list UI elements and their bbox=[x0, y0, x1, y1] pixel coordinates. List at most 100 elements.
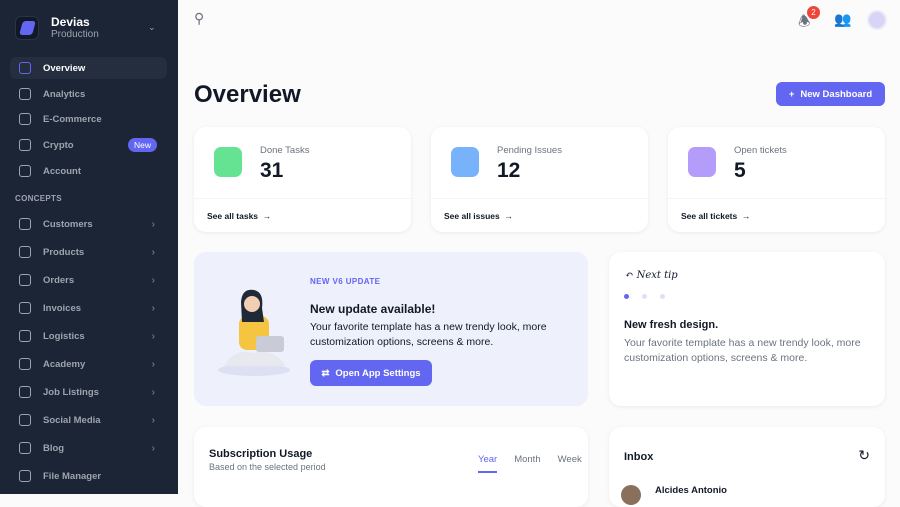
sidebar-item-crypto[interactable]: Crypto New bbox=[10, 134, 167, 156]
tip-text: Your favorite template has a new trendy … bbox=[624, 337, 861, 364]
sidebar-item-account[interactable]: Account bbox=[10, 160, 167, 182]
card-title: Inbox bbox=[624, 451, 654, 463]
brand-name: Devias bbox=[51, 15, 90, 29]
next-tip-label: Next tip bbox=[636, 270, 678, 281]
sidebar-item-job-listings[interactable]: Job Listings › bbox=[10, 381, 167, 403]
sidebar-item-overview[interactable]: Overview bbox=[10, 57, 167, 79]
card-title: Subscription Usage bbox=[209, 448, 313, 460]
sidebar-item-label: E-Commerce bbox=[43, 113, 102, 125]
see-all-link[interactable]: See all tickets → bbox=[668, 198, 885, 233]
contacts-icon[interactable]: 👥 bbox=[834, 11, 852, 27]
open-app-settings-button[interactable]: ⇄ Open App Settings bbox=[310, 360, 432, 386]
update-banner: NEW V6 UPDATE New update available! Your… bbox=[194, 252, 588, 406]
sidebar-item-file-manager[interactable]: File Manager bbox=[10, 465, 167, 487]
banner-tag: NEW V6 UPDATE bbox=[310, 277, 381, 286]
sidebar-item-orders[interactable]: Orders › bbox=[10, 269, 167, 291]
settings-icon: ⇄ bbox=[321, 367, 330, 379]
nav-icon bbox=[19, 330, 31, 342]
stat-label: Done Tasks bbox=[260, 145, 310, 156]
carousel-dots[interactable] bbox=[624, 294, 665, 299]
sidebar-item-label: Account bbox=[43, 165, 81, 177]
sidebar-item-products[interactable]: Products › bbox=[10, 241, 167, 263]
link-label: See all issues bbox=[444, 211, 500, 221]
sidebar-item-label: Products bbox=[43, 246, 85, 258]
nav-icon bbox=[19, 139, 31, 151]
workspace-switcher[interactable]: Devias Production bbox=[15, 15, 99, 40]
illustration bbox=[218, 289, 290, 376]
new-badge: New bbox=[127, 138, 157, 152]
brand-env: Production bbox=[51, 29, 99, 40]
link-label: See all tasks bbox=[207, 211, 259, 221]
sidebar-item-e-commerce[interactable]: E-Commerce bbox=[10, 108, 167, 130]
stat-card: Pending Issues 12 See all issues → bbox=[431, 127, 648, 232]
nav-icon bbox=[19, 88, 31, 100]
chevron-right-icon: › bbox=[151, 218, 155, 230]
new-dashboard-button[interactable]: + New Dashboard bbox=[776, 82, 885, 106]
sidebar-item-label: Logistics bbox=[43, 330, 85, 342]
sidebar-item-label: Analytics bbox=[43, 88, 86, 100]
page-title: Overview bbox=[194, 81, 301, 108]
sidebar-item-label: Customers bbox=[43, 218, 93, 230]
sidebar-item-customers[interactable]: Customers › bbox=[10, 213, 167, 235]
sidebar-item-invoices[interactable]: Invoices › bbox=[10, 297, 167, 319]
refresh-icon[interactable]: ↻ bbox=[858, 447, 870, 463]
avatar[interactable] bbox=[867, 10, 887, 30]
notification-badge: 2 bbox=[807, 6, 820, 19]
see-all-link[interactable]: See all issues → bbox=[431, 198, 648, 233]
plus-icon: + bbox=[788, 88, 795, 100]
logo bbox=[15, 15, 39, 40]
banner-text: Your favorite template has a new trendy … bbox=[310, 321, 547, 348]
tab-week[interactable]: Week bbox=[557, 454, 582, 465]
search-icon[interactable]: ⚲ bbox=[194, 10, 205, 26]
chevron-right-icon: › bbox=[151, 246, 155, 258]
arrow-right-icon: → bbox=[260, 211, 272, 221]
stat-icon bbox=[688, 147, 716, 177]
sidebar-item-logistics[interactable]: Logistics › bbox=[10, 325, 167, 347]
nav-icon bbox=[19, 442, 31, 454]
inbox-card: Inbox ↻ Alcides Antonio bbox=[609, 427, 885, 507]
sender-name[interactable]: Alcides Antonio bbox=[655, 485, 727, 496]
chevron-right-icon: › bbox=[151, 442, 155, 454]
nav-icon bbox=[19, 302, 31, 314]
nav-icon bbox=[19, 113, 31, 125]
tab-month[interactable]: Month bbox=[514, 454, 541, 465]
sidebar-item-academy[interactable]: Academy › bbox=[10, 353, 167, 375]
sidebar-item-social-media[interactable]: Social Media › bbox=[10, 409, 167, 431]
chevron-down-icon[interactable]: ⌄ bbox=[148, 22, 156, 32]
sidebar-item-label: Overview bbox=[43, 62, 86, 74]
nav-icon bbox=[19, 62, 31, 74]
nav-icon bbox=[19, 414, 31, 426]
card-subtitle: Based on the selected period bbox=[209, 462, 326, 472]
arrow-curved-icon: ↶ bbox=[625, 270, 637, 281]
sidebar-item-blog[interactable]: Blog › bbox=[10, 437, 167, 459]
tip-title: New fresh design. bbox=[624, 319, 719, 331]
stat-card: Open tickets 5 See all tickets → bbox=[668, 127, 885, 232]
nav-icon bbox=[19, 218, 31, 230]
stat-label: Pending Issues bbox=[497, 145, 562, 156]
avatar bbox=[621, 485, 641, 505]
next-tip-link[interactable]: ↶ Next tip bbox=[625, 270, 678, 281]
bell-icon[interactable]: 🕭 bbox=[798, 13, 811, 29]
sidebar-item-label: Blog bbox=[43, 442, 65, 454]
see-all-link[interactable]: See all tasks → bbox=[194, 198, 411, 233]
sidebar-item-label: Social Media bbox=[43, 414, 101, 426]
stat-value: 31 bbox=[260, 159, 284, 182]
chevron-right-icon: › bbox=[151, 302, 155, 314]
sidebar-item-label: Orders bbox=[43, 274, 75, 286]
sidebar-item-label: Invoices bbox=[43, 302, 82, 314]
link-label: See all tickets bbox=[681, 211, 738, 221]
tip-card: ↶ Next tip New fresh design. Your favori… bbox=[609, 252, 885, 406]
tab-year[interactable]: Year bbox=[478, 454, 498, 473]
nav-icon bbox=[19, 274, 31, 286]
main: ⚲ 🕭 2 👥 Overview + New Dashboard Done Tas… bbox=[178, 0, 900, 507]
button-label: New Dashboard bbox=[800, 88, 873, 100]
subscription-card: Subscription Usage Based on the selected… bbox=[194, 427, 588, 507]
banner-title: New update available! bbox=[310, 302, 436, 316]
sidebar-item-analytics[interactable]: Analytics bbox=[10, 83, 167, 105]
sidebar-item-label: Academy bbox=[43, 358, 86, 370]
nav-icon bbox=[19, 165, 31, 177]
chevron-right-icon: › bbox=[151, 274, 155, 286]
chevron-right-icon: › bbox=[151, 414, 155, 426]
arrow-right-icon: → bbox=[502, 211, 514, 221]
sidebar-item-label: Crypto bbox=[43, 139, 74, 151]
